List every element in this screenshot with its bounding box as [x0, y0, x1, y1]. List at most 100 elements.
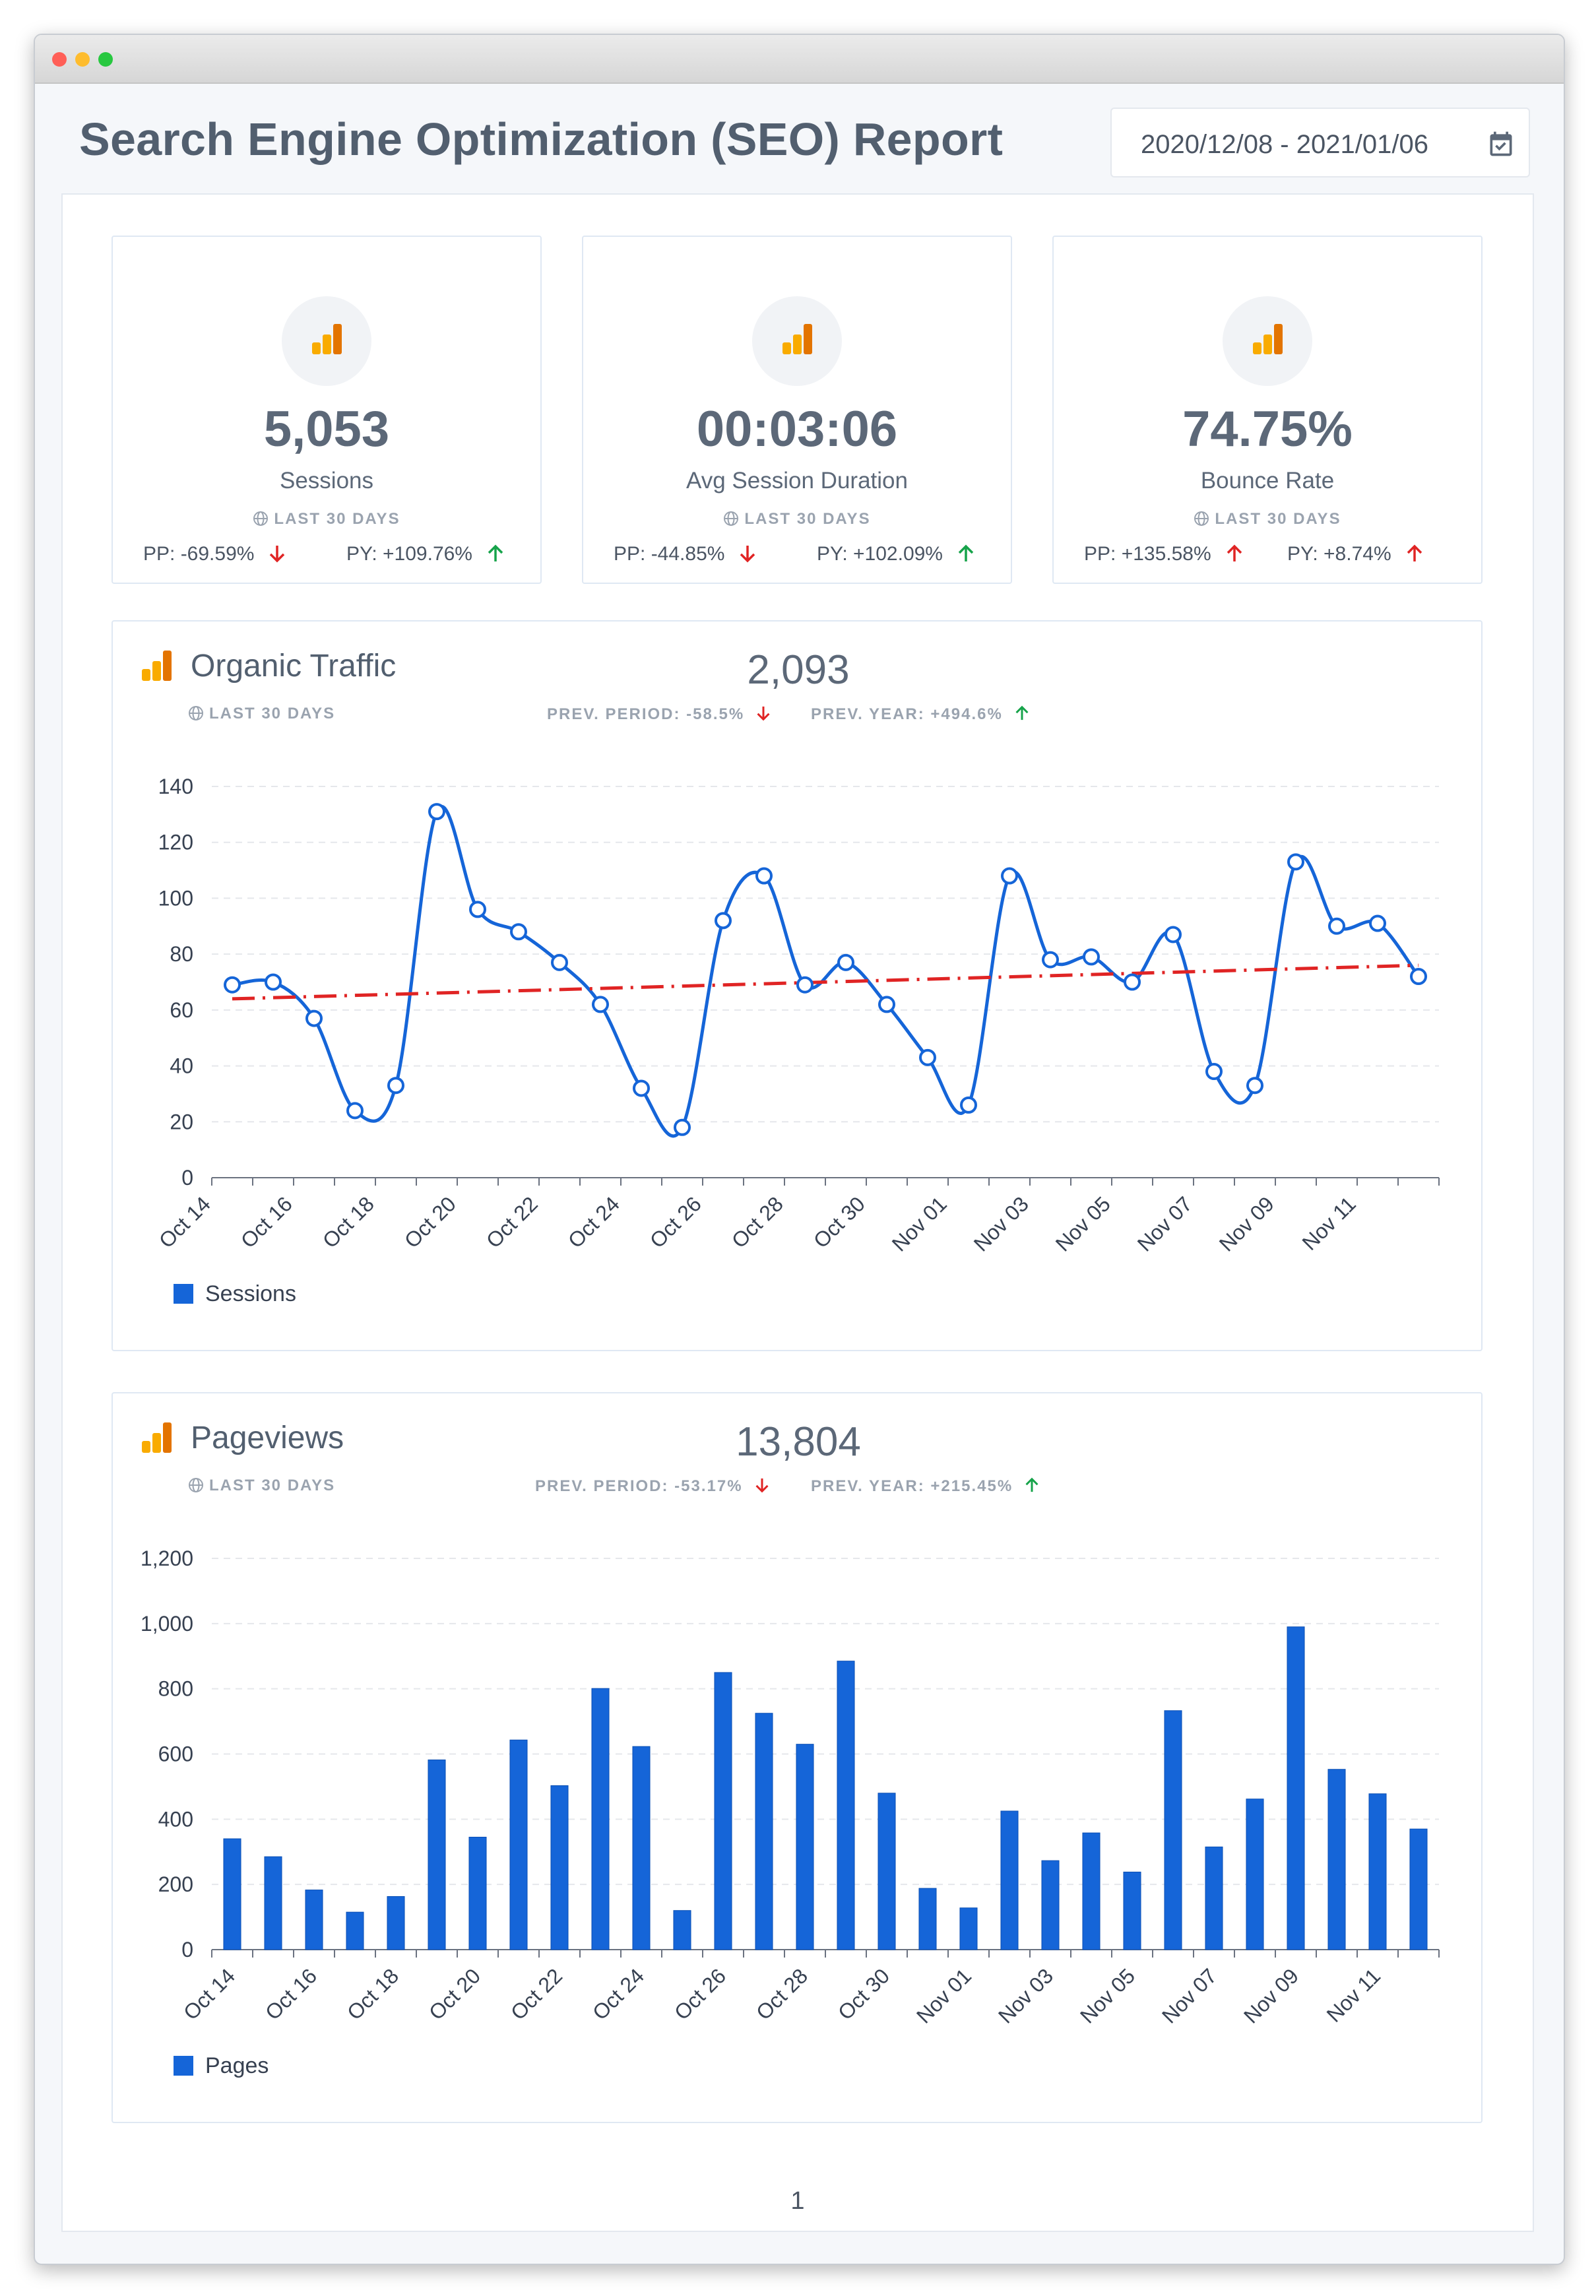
y-tick-label: 40 [170, 1054, 193, 1078]
x-tick-label: Nov 03 [994, 1963, 1058, 2027]
y-tick-label: 400 [158, 1807, 193, 1831]
kpi-card-avg-session-duration: 00:03:06 Avg Session Duration LAST 30 DA… [582, 236, 1012, 584]
y-tick-label: 0 [181, 1166, 193, 1190]
calendar-icon[interactable] [1486, 129, 1516, 159]
bar [1246, 1799, 1264, 1950]
x-tick-label: Nov 11 [1297, 1192, 1360, 1254]
panel-title: Pageviews [191, 1420, 344, 1455]
data-point [469, 901, 486, 918]
data-point [633, 1079, 650, 1097]
date-range-picker[interactable]: 2020/12/08 - 2021/01/06 [1110, 108, 1530, 177]
page-number: 1 [790, 2187, 805, 2215]
pageviews-panel: Pageviews 13,804 LAST 30 DAYS PREV. PERI… [112, 1392, 1483, 2123]
x-tick-label: Oct 16 [236, 1192, 297, 1252]
analytics-icon [142, 1422, 172, 1453]
data-point [1287, 853, 1304, 871]
data-point [1124, 973, 1141, 991]
report-window: Search Engine Optimization (SEO) Report … [34, 34, 1565, 2265]
y-tick-label: 1,000 [141, 1612, 193, 1636]
kpi-period: LAST 30 DAYS [1054, 510, 1481, 528]
x-tick-label: Nov 05 [1075, 1963, 1139, 2027]
data-point [305, 1009, 323, 1027]
panel-period-text: LAST 30 DAYS [209, 705, 336, 722]
x-tick-label: Oct 22 [482, 1192, 542, 1252]
x-tick-label: Oct 20 [424, 1963, 485, 2024]
bar [959, 1907, 978, 1950]
kpi-icon-badge [752, 296, 842, 386]
kpi-prev-period: PP: +135.58% [1084, 543, 1243, 565]
bar [550, 1785, 569, 1950]
x-tick-label: Oct 22 [506, 1963, 567, 2024]
panel-prev-year: PREV. YEAR: +215.45% [811, 1477, 1039, 1496]
bar [1409, 1828, 1428, 1950]
kpi-icon-badge [282, 296, 371, 386]
bar [1000, 1810, 1019, 1950]
x-tick-label: Oct 24 [588, 1963, 649, 2024]
x-tick-label: Oct 18 [318, 1192, 379, 1252]
close-window-button[interactable] [52, 52, 67, 67]
data-point [1042, 951, 1059, 969]
bar [1368, 1793, 1387, 1950]
chart-legend[interactable]: Pages [174, 2053, 269, 2079]
x-tick-label: Nov 01 [887, 1192, 951, 1255]
bar [468, 1837, 487, 1950]
x-tick-label: Nov 09 [1215, 1192, 1279, 1255]
kpi-prev-year: PY: +102.09% [817, 543, 974, 565]
date-range-value: 2020/12/08 - 2021/01/06 [1141, 130, 1428, 159]
bar [632, 1746, 651, 1950]
analytics-icon [782, 324, 812, 354]
kpi-value: 00:03:06 [696, 401, 898, 457]
bar [714, 1672, 732, 1950]
arrow-up-icon [488, 544, 503, 561]
legend-swatch [174, 1284, 193, 1304]
analytics-icon [142, 651, 172, 681]
arrow-up-icon [958, 544, 974, 561]
y-tick-label: 80 [170, 942, 193, 966]
y-tick-label: 60 [170, 998, 193, 1022]
kpi-label: Avg Session Duration [686, 468, 908, 494]
sessions-line [232, 804, 1420, 1138]
globe-icon [189, 1478, 203, 1492]
organic-traffic-panel: Organic Traffic 2,093 LAST 30 DAYS PREV.… [112, 620, 1483, 1351]
data-point [346, 1102, 364, 1120]
data-point [1369, 914, 1386, 932]
data-point [1165, 926, 1182, 943]
kpi-py-text: PY: +8.74% [1287, 543, 1391, 565]
y-tick-label: 140 [158, 775, 193, 798]
report-content: 5,053 Sessions LAST 30 DAYS PP: -69.59% … [61, 193, 1534, 2232]
arrow-down-icon [755, 1478, 769, 1493]
bar [1287, 1626, 1305, 1950]
bar [918, 1888, 937, 1950]
data-point [1083, 948, 1100, 966]
organic-traffic-line-chart: 0 20 40 60 80 100 120 140 Oct 14 Oct 16 Oct 18 Oct … [154, 775, 1440, 1255]
data-point [265, 973, 282, 991]
bar [1082, 1832, 1101, 1950]
panel-title: Organic Traffic [191, 649, 397, 684]
kpi-label: Bounce Rate [1200, 468, 1335, 494]
panel-total-value: 13,804 [736, 1419, 861, 1465]
panel-period-text: LAST 30 DAYS [209, 1477, 336, 1494]
page-title: Search Engine Optimization (SEO) Report [79, 113, 1004, 165]
maximize-window-button[interactable] [98, 52, 113, 67]
y-tick-label: 600 [158, 1742, 193, 1766]
y-tick-label: 20 [170, 1110, 193, 1133]
kpi-pp-text: PP: -69.59% [143, 543, 255, 565]
kpi-prev-year: PY: +8.74% [1287, 543, 1423, 565]
kpi-icon-badge [1223, 296, 1312, 386]
trend-line [232, 963, 1419, 1001]
bar [509, 1739, 528, 1950]
x-tick-label: Nov 07 [1133, 1192, 1197, 1255]
data-point [224, 976, 241, 994]
bar [1327, 1769, 1346, 1950]
arrow-up-icon [1025, 1477, 1038, 1492]
data-point [837, 953, 854, 971]
bar [223, 1838, 241, 1950]
bar [796, 1744, 814, 1950]
data-point [1001, 867, 1018, 885]
minimize-window-button[interactable] [75, 52, 90, 67]
kpi-period: LAST 30 DAYS [113, 510, 540, 528]
analytics-icon [312, 324, 342, 354]
x-tick-label: Oct 14 [154, 1192, 215, 1252]
chart-legend[interactable]: Sessions [174, 1281, 296, 1307]
y-tick-label: 120 [158, 831, 193, 854]
